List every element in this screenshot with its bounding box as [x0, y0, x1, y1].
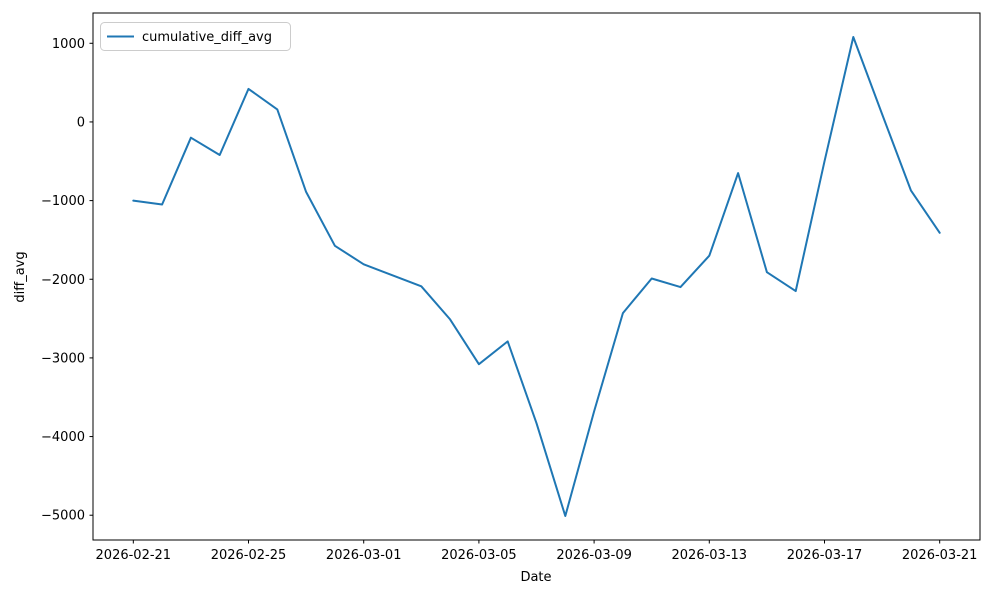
x-tick-label: 2026-03-21: [902, 548, 978, 563]
legend-entry-label: cumulative_diff_avg: [142, 30, 272, 45]
y-tick-label: 0: [77, 115, 85, 130]
x-tick-label: 2026-03-17: [787, 548, 863, 563]
y-tick-label: −4000: [41, 430, 85, 445]
legend: cumulative_diff_avg: [100, 22, 291, 51]
y-tick-label: −2000: [41, 273, 85, 288]
y-tick-label: −3000: [41, 351, 85, 366]
y-tick-label: 1000: [52, 37, 85, 52]
x-axis-label: Date: [520, 570, 551, 585]
x-tick-label: 2026-03-05: [441, 548, 517, 563]
y-tick-label: −5000: [41, 509, 85, 524]
series-group: [132, 36, 941, 517]
y-axis: 1000 0 −1000 −2000 −3000 −4000 −5000: [41, 37, 93, 524]
y-tick-label: −1000: [41, 194, 85, 209]
x-tick-label: 2026-03-09: [556, 548, 632, 563]
x-tick-label: 2026-02-25: [211, 548, 287, 563]
legend-box: [100, 22, 291, 51]
plot-area: [92, 12, 981, 541]
y-axis-label: diff_avg: [13, 251, 28, 302]
x-tick-label: 2026-03-01: [326, 548, 402, 563]
series-line-cumulative_diff_avg: [132, 36, 941, 517]
x-tick-label: 2026-02-21: [96, 548, 172, 563]
x-axis: 2026-02-21 2026-02-25 2026-03-01 2026-03-05…: [96, 540, 978, 563]
x-tick-label: 2026-03-13: [672, 548, 748, 563]
